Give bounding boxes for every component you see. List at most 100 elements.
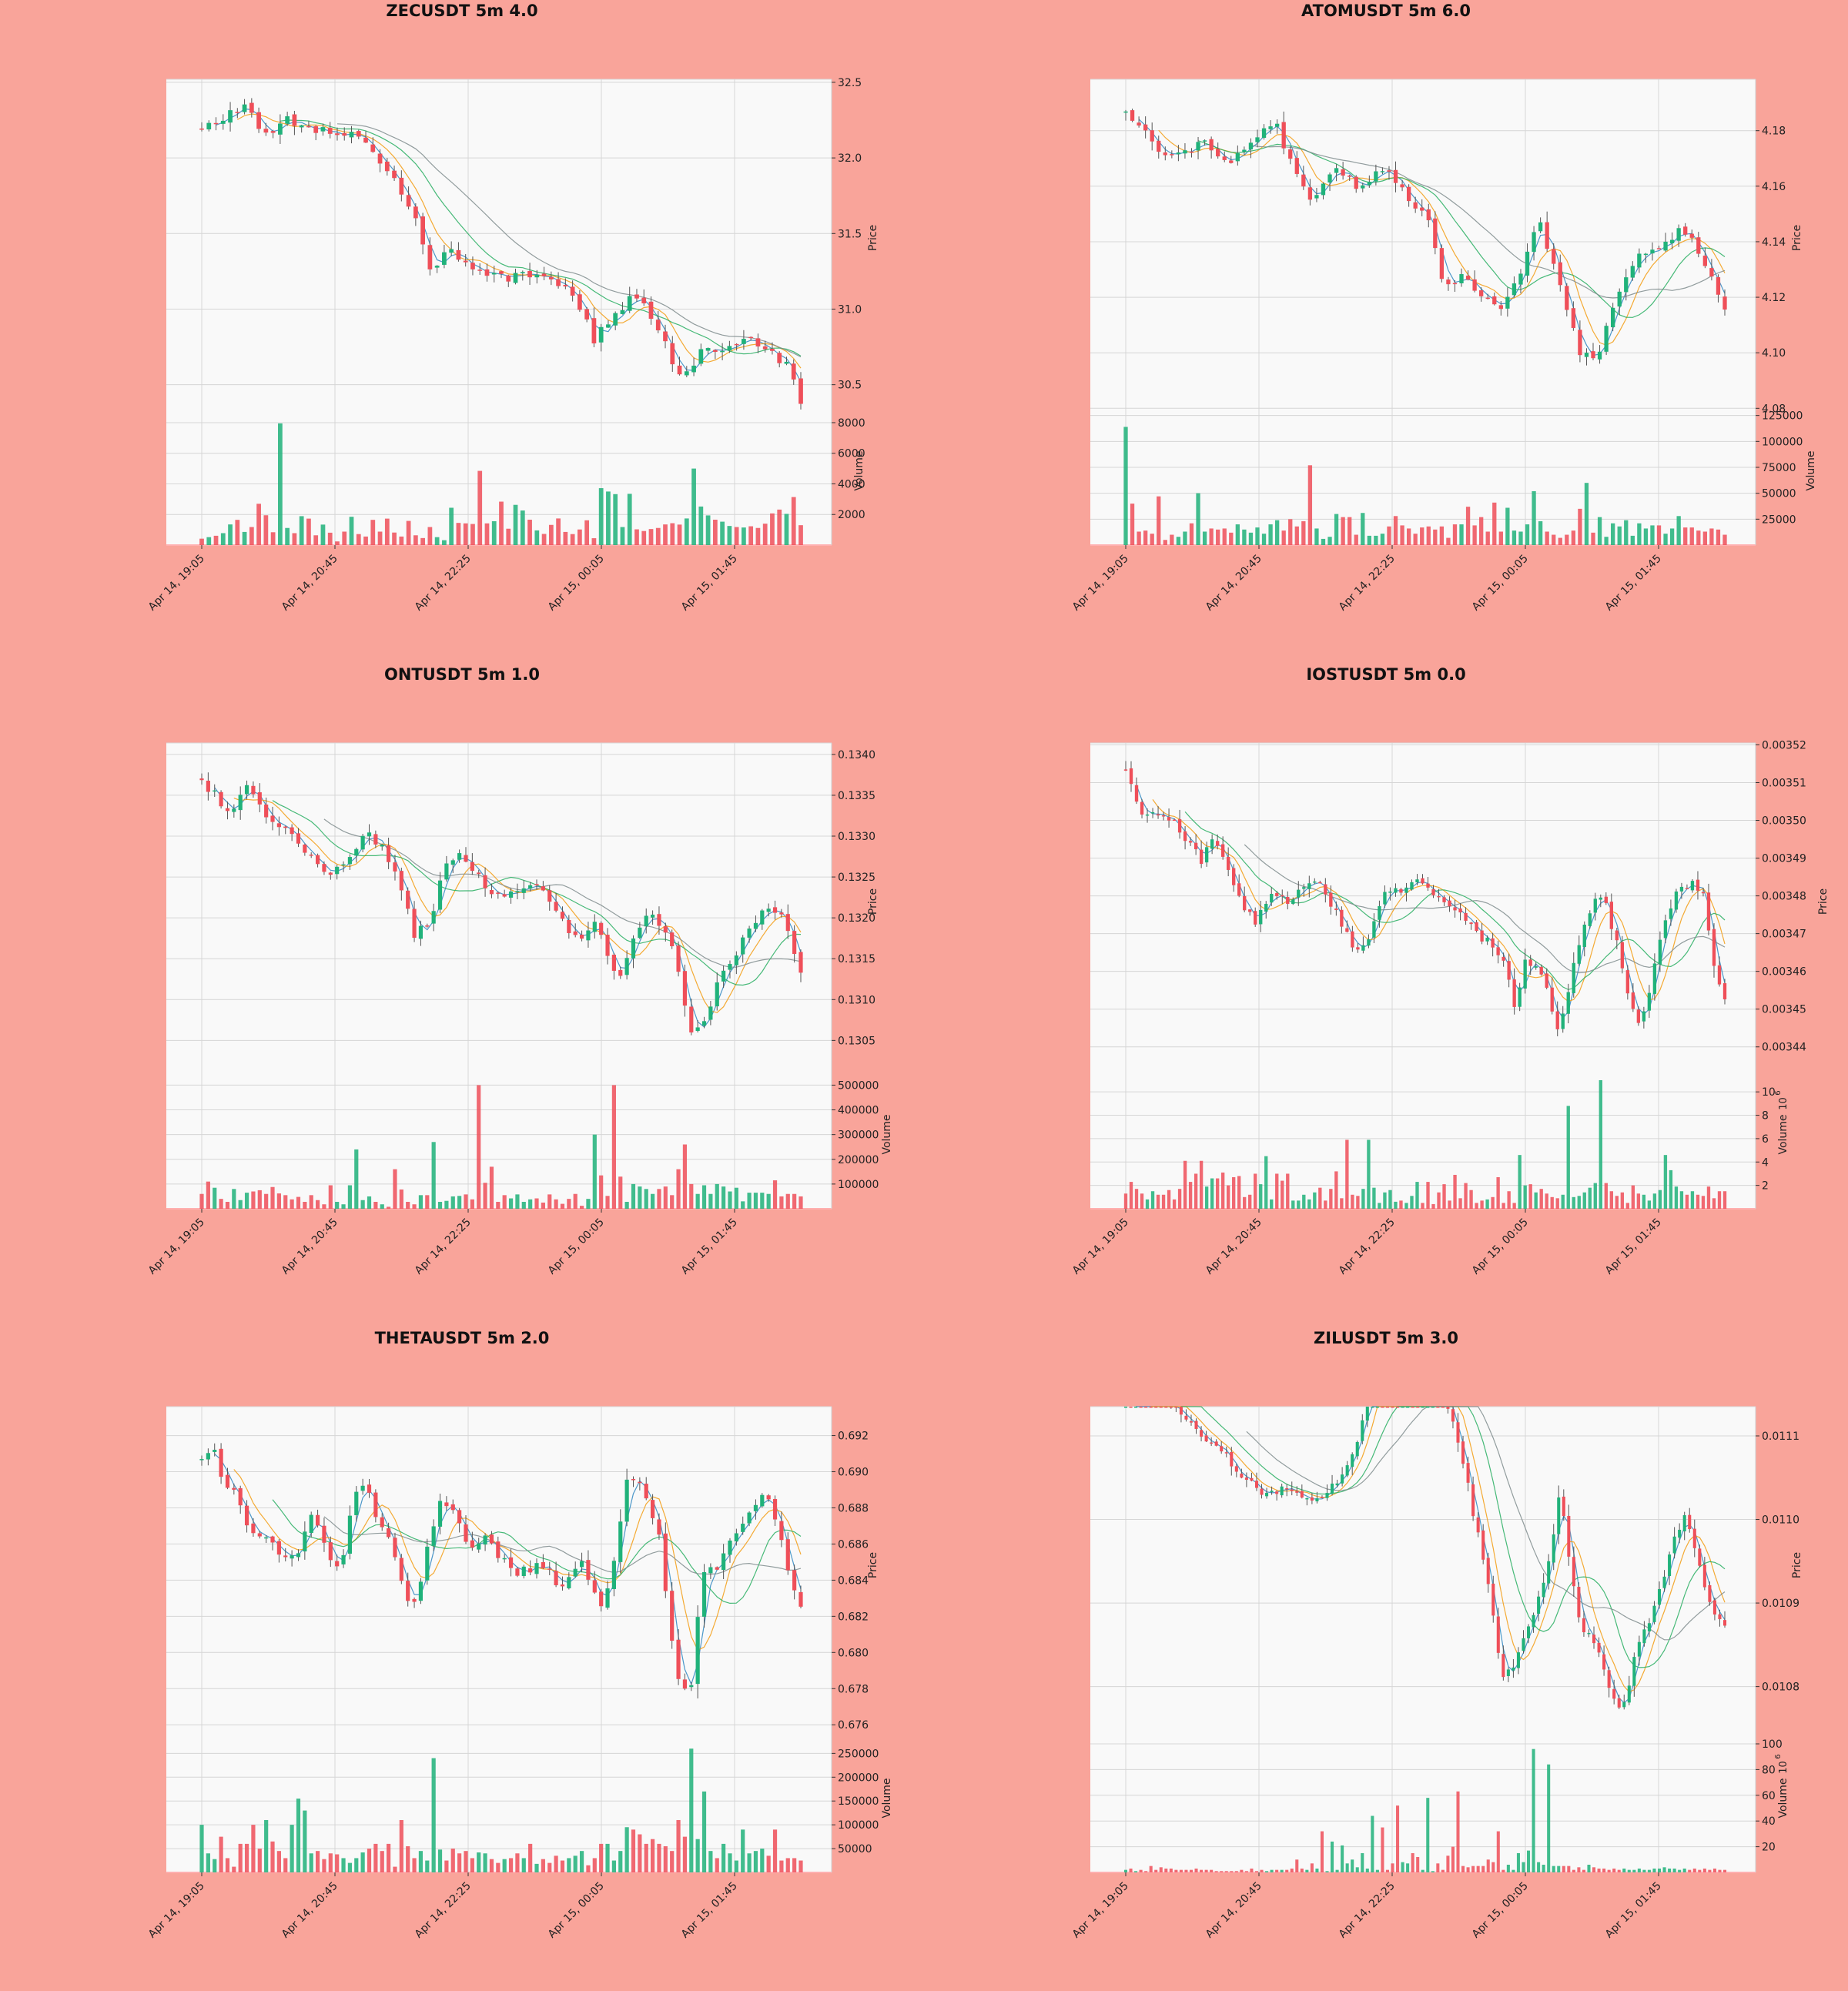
volume-bar — [691, 468, 696, 545]
candle-body — [657, 914, 661, 926]
candle-body — [431, 1526, 436, 1546]
candle-body — [515, 1568, 520, 1576]
volume-bar — [1297, 1200, 1301, 1209]
volume-bar — [303, 1202, 307, 1209]
volume-bar — [1290, 1868, 1294, 1872]
candle-body — [296, 1553, 301, 1558]
volume-bar — [499, 501, 504, 545]
volume-bar — [1542, 1864, 1545, 1872]
volume-bar — [1505, 507, 1510, 545]
candle-body — [1220, 844, 1225, 857]
candle-body — [1365, 1407, 1369, 1421]
price-tick-label: 0.688 — [838, 1502, 869, 1514]
volume-bar — [470, 524, 475, 545]
candle-body — [470, 1540, 474, 1548]
volume-bar — [1150, 534, 1154, 545]
volume-bar — [251, 1825, 256, 1872]
candle-body — [483, 1535, 487, 1545]
ma-short-line — [214, 787, 802, 1028]
candle-body — [663, 926, 668, 933]
candle-body — [1672, 1536, 1676, 1554]
volume-bar — [270, 1841, 275, 1872]
volume-bar — [313, 535, 319, 545]
volume-bar — [1485, 531, 1490, 545]
volume-bar — [1577, 1196, 1581, 1209]
volume-bar — [1636, 1193, 1641, 1209]
candle-body — [676, 1639, 681, 1679]
price-tick-label: 0.1325 — [838, 872, 875, 884]
candle-body — [1552, 249, 1556, 264]
candle-body — [1464, 912, 1468, 921]
volume-bar — [1627, 1869, 1631, 1872]
candle-body — [1565, 286, 1569, 310]
volume-bar — [534, 530, 540, 545]
candle-body — [283, 1555, 288, 1558]
candle-body — [715, 1567, 719, 1570]
candle-body — [276, 823, 281, 828]
volume-bar — [1184, 1869, 1188, 1872]
candle-body — [798, 378, 803, 404]
candle-body — [1340, 909, 1344, 927]
candle-body — [434, 266, 440, 268]
candle-body — [634, 294, 639, 299]
x-tick-label: Apr 14, 22:25 — [1337, 1216, 1398, 1277]
volume-bar — [1174, 1869, 1178, 1872]
volume-bar — [238, 1843, 243, 1872]
volume-bar — [270, 1186, 275, 1209]
volume-bar — [1538, 521, 1543, 545]
candle-body — [1314, 195, 1319, 199]
candle-body — [1620, 942, 1625, 969]
candle-body — [554, 902, 558, 911]
candle-body — [413, 206, 418, 219]
candle-body — [1557, 1497, 1561, 1534]
volume-bar — [605, 1843, 610, 1872]
volume-bar — [573, 1193, 578, 1209]
volume-bar — [508, 1198, 514, 1209]
volume-bar — [1682, 1868, 1686, 1872]
candle-body — [1411, 1407, 1414, 1408]
candle-body — [1254, 911, 1257, 925]
volume-bar — [213, 535, 219, 545]
volume-bar — [755, 527, 761, 545]
volume-bar — [1383, 1192, 1387, 1209]
volume-bar — [1496, 1831, 1500, 1872]
candle-body — [1294, 158, 1299, 174]
volume-bar — [1134, 1871, 1138, 1872]
price-tick-label: 0.0109 — [1762, 1598, 1799, 1610]
candle-body — [1270, 1491, 1274, 1493]
chart-title: ZILUSDT 5m 3.0 — [1314, 1329, 1458, 1347]
volume-bar — [219, 1836, 223, 1872]
candle-body — [477, 269, 483, 271]
candle-body — [513, 273, 518, 283]
candle-body — [1318, 882, 1322, 884]
volume-bar — [1446, 1855, 1450, 1872]
candle-body — [1642, 1011, 1646, 1022]
volume-bar — [618, 1851, 623, 1872]
candle-body — [1214, 1441, 1218, 1446]
candle-body — [1689, 233, 1694, 238]
candle-body — [620, 310, 625, 314]
volume-bar — [1265, 1871, 1269, 1872]
volume-bar — [434, 537, 440, 545]
volume-bar — [1701, 1196, 1706, 1209]
candle-body — [747, 1512, 752, 1524]
chart-title: IOSTUSDT 5m 0.0 — [1306, 665, 1466, 684]
volume-bar — [347, 1185, 353, 1209]
volume-tick-label: 2000 — [838, 509, 865, 521]
candle-body — [534, 884, 539, 885]
volume-bar — [1532, 1748, 1535, 1872]
volume-bar — [1464, 1183, 1468, 1209]
candle-body — [1355, 1442, 1359, 1457]
candle-body — [1502, 1654, 1505, 1678]
candle-body — [567, 919, 571, 933]
volume-bar — [1281, 530, 1286, 545]
volume-bar — [1209, 528, 1214, 545]
candle-body — [463, 260, 468, 263]
candle-body — [1702, 256, 1708, 266]
candle-body — [1647, 992, 1652, 1011]
price-plot-area — [166, 79, 832, 412]
volume-tick-label: 25000 — [1762, 514, 1796, 526]
price-axis-label: Price — [1791, 1552, 1803, 1578]
candle-body — [1459, 274, 1464, 283]
candle-body — [483, 875, 487, 888]
